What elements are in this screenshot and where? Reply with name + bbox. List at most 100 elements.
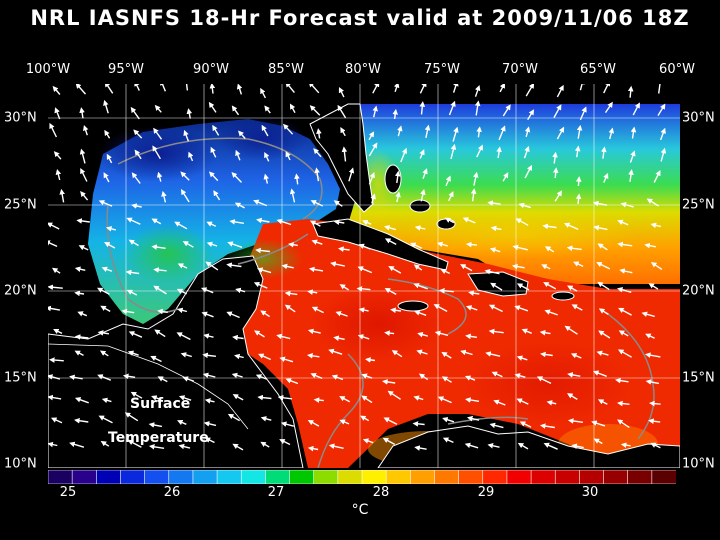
- wind-arrow: [77, 311, 88, 317]
- colorbar-unit: °C: [351, 502, 369, 518]
- wind-arrow: [474, 100, 481, 116]
- wind-arrow: [358, 307, 369, 313]
- lat-label-30n-right: 30°N: [682, 110, 715, 126]
- wind-arrow: [186, 108, 193, 119]
- wind-arrow: [368, 142, 378, 157]
- wind-arrow: [596, 350, 609, 356]
- colorbar-swatch: [168, 470, 194, 484]
- colorbar-swatch: [579, 470, 605, 484]
- wind-arrow: [311, 239, 323, 245]
- wind-arrow: [234, 353, 244, 360]
- wind-arrow: [645, 333, 655, 339]
- colorbar-swatch: [554, 470, 581, 484]
- wind-arrow: [384, 330, 395, 336]
- wind-arrow: [521, 328, 532, 334]
- colorbar-swatch: [96, 470, 122, 484]
- wind-arrow: [126, 289, 138, 296]
- wind-arrow: [203, 421, 217, 427]
- wind-arrow: [488, 328, 504, 335]
- wind-arrow: [338, 246, 350, 252]
- wind-arrow: [152, 145, 162, 160]
- wind-arrow: [48, 222, 60, 230]
- wind-arrow: [104, 84, 114, 94]
- wind-arrow: [255, 374, 267, 380]
- colorbar-tick-29: 29: [477, 485, 495, 500]
- wind-arrow: [127, 350, 139, 356]
- wind-arrow: [630, 126, 637, 139]
- wind-arrow: [206, 221, 217, 227]
- wind-arrow: [285, 84, 295, 94]
- colorbar-tick-28: 28: [372, 485, 390, 500]
- wind-arrow: [202, 352, 216, 359]
- wind-arrow: [151, 218, 162, 225]
- wind-arrow: [210, 146, 217, 158]
- wind-arrow: [490, 225, 502, 232]
- wind-arrow: [653, 169, 661, 183]
- wind-arrow: [279, 439, 291, 446]
- wind-arrow: [514, 305, 529, 312]
- wind-arrow: [382, 379, 396, 385]
- wind-arrow: [206, 241, 218, 248]
- wind-arrow: [368, 131, 375, 141]
- wind-arrow: [476, 144, 483, 158]
- wind-arrow: [156, 171, 163, 182]
- wind-arrow: [178, 443, 191, 450]
- wind-arrow: [308, 84, 320, 94]
- wind-arrow: [104, 129, 111, 139]
- wind-arrow: [276, 218, 292, 226]
- wind-arrow: [264, 151, 270, 162]
- wind-arrow: [209, 84, 216, 94]
- wind-arrow: [154, 104, 162, 113]
- wind-arrow: [604, 101, 613, 113]
- lon-label-95w: 95°W: [108, 62, 144, 77]
- wind-arrow: [360, 415, 370, 422]
- wind-arrow: [416, 349, 428, 355]
- wind-arrow: [176, 288, 188, 295]
- wind-arrow: [78, 245, 89, 251]
- wind-arrow: [412, 421, 425, 427]
- wind-arrow: [59, 188, 65, 203]
- colorbar-swatch: [434, 470, 460, 484]
- wind-arrow: [392, 108, 398, 120]
- wind-arrow: [502, 104, 511, 117]
- wind-arrow: [101, 397, 112, 404]
- puerto-rico-island: [551, 291, 575, 301]
- wind-arrow: [151, 395, 162, 401]
- wind-arrow: [128, 239, 139, 247]
- wind-arrow: [450, 143, 457, 160]
- wind-arrow: [413, 395, 424, 401]
- colorbar-swatch: [361, 470, 387, 484]
- wind-arrow: [97, 330, 110, 336]
- wind-arrow: [382, 437, 396, 446]
- wind-arrow: [498, 125, 506, 141]
- wind-arrow: [464, 442, 479, 449]
- wind-arrow: [542, 223, 557, 230]
- wind-arrow: [261, 124, 269, 137]
- wind-arrow: [413, 282, 428, 290]
- wind-arrow: [49, 357, 64, 363]
- wind-arrow: [434, 330, 449, 337]
- wind-arrow: [543, 282, 557, 290]
- wind-arrow: [445, 175, 451, 187]
- wind-arrow: [280, 421, 294, 427]
- wind-arrow: [593, 225, 608, 231]
- wind-arrow: [309, 220, 321, 227]
- lon-label-70w: 70°W: [502, 62, 538, 77]
- wind-arrow: [328, 443, 344, 450]
- wind-arrow: [516, 283, 530, 291]
- colorbar-swatch: [240, 470, 267, 484]
- lon-label-100w: 100°W: [25, 62, 71, 77]
- wind-arrow: [465, 241, 478, 248]
- wind-arrow: [620, 442, 631, 448]
- wind-arrow: [307, 419, 320, 427]
- wind-arrow: [153, 267, 167, 273]
- wind-arrow: [628, 169, 634, 182]
- wind-arrow: [333, 219, 345, 225]
- wind-arrow: [294, 173, 300, 185]
- wind-arrow: [648, 418, 661, 424]
- wind-arrow: [518, 202, 531, 209]
- wind-arrow: [460, 264, 473, 272]
- wind-arrow: [474, 84, 481, 97]
- wind-arrow: [410, 242, 423, 249]
- wind-arrow: [253, 282, 268, 289]
